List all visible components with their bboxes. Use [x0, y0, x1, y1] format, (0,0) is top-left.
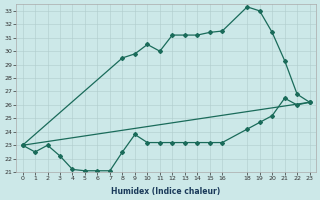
X-axis label: Humidex (Indice chaleur): Humidex (Indice chaleur)	[111, 187, 221, 196]
